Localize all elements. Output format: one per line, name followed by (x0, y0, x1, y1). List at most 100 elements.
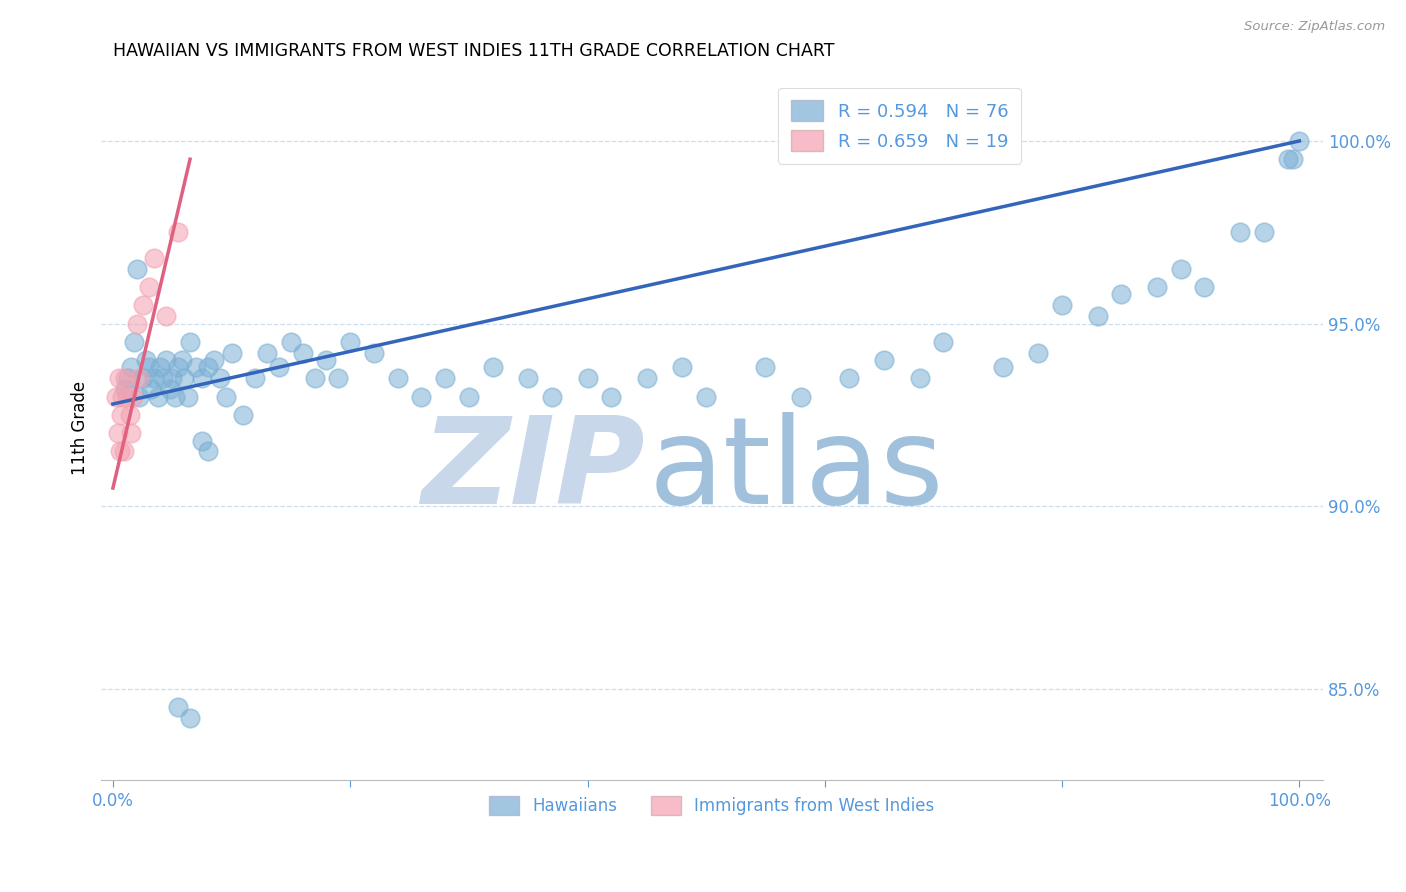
Point (184, 360, 207, 375)
Point (138, 360, 160, 375)
Point (108, 371, 131, 385)
Point (128, 390, 150, 404)
Text: HAWAIIAN VS IMMIGRANTS FROM WEST INDIES 11TH GRADE CORRELATION CHART: HAWAIIAN VS IMMIGRANTS FROM WEST INDIES … (114, 42, 835, 60)
Point (280, 334, 302, 349)
Point (120, 360, 142, 375)
Text: Source: ZipAtlas.com: Source: ZipAtlas.com (1244, 20, 1385, 33)
Point (1229, 225, 1251, 239)
Point (108, 444, 131, 458)
Point (167, 360, 190, 375)
Point (232, 408, 254, 422)
Point (170, 353, 193, 368)
Point (191, 371, 214, 385)
Point (754, 360, 776, 375)
Point (131, 371, 153, 385)
Point (152, 371, 174, 385)
Point (221, 346, 243, 360)
Point (214, 390, 236, 404)
Point (167, 700, 190, 714)
Point (636, 371, 658, 385)
Point (1028, 346, 1050, 360)
Point (105, 390, 128, 404)
Point (541, 390, 564, 404)
Point (197, 444, 219, 458)
Point (457, 390, 479, 404)
Point (339, 334, 361, 349)
Point (908, 371, 931, 385)
Point (155, 310, 177, 324)
Point (387, 371, 409, 385)
Point (1111, 287, 1133, 301)
Point (873, 353, 896, 368)
Point (304, 371, 326, 385)
Point (434, 371, 457, 385)
Point (162, 371, 184, 385)
Point (117, 371, 139, 385)
Point (149, 360, 172, 375)
Point (267, 360, 290, 375)
Point (1050, 298, 1073, 312)
Point (1087, 310, 1109, 324)
Point (159, 383, 181, 397)
Point (1288, 134, 1310, 148)
Point (112, 444, 135, 458)
Point (1277, 153, 1299, 167)
Text: atlas: atlas (648, 411, 945, 529)
Text: ZIP: ZIP (422, 411, 645, 529)
Point (411, 390, 433, 404)
Point (125, 317, 148, 331)
Point (107, 426, 129, 441)
Point (191, 434, 214, 448)
Point (167, 225, 190, 239)
Point (481, 360, 503, 375)
Point (122, 390, 145, 404)
Point (695, 390, 717, 404)
Point (120, 426, 142, 441)
Point (138, 280, 160, 294)
Point (179, 334, 201, 349)
Point (328, 371, 350, 385)
Point (1194, 280, 1216, 294)
Point (197, 360, 219, 375)
Point (155, 353, 177, 368)
Point (517, 371, 540, 385)
Legend: Hawaiians, Immigrants from West Indies: Hawaiians, Immigrants from West Indies (479, 786, 945, 825)
Point (1146, 280, 1168, 294)
Point (131, 298, 153, 312)
Point (838, 371, 860, 385)
Point (128, 371, 150, 385)
Point (122, 334, 145, 349)
Point (208, 371, 231, 385)
Y-axis label: 11th Grade: 11th Grade (72, 381, 89, 475)
Point (111, 390, 134, 404)
Point (139, 383, 162, 397)
Point (291, 346, 314, 360)
Point (576, 371, 599, 385)
Point (114, 383, 136, 397)
Point (146, 390, 169, 404)
Point (118, 408, 141, 422)
Point (173, 371, 195, 385)
Point (179, 711, 201, 725)
Point (315, 353, 337, 368)
Point (143, 371, 166, 385)
Point (1253, 225, 1275, 239)
Point (932, 334, 955, 349)
Point (176, 390, 198, 404)
Point (202, 353, 225, 368)
Point (143, 251, 166, 265)
Point (1170, 261, 1192, 276)
Point (256, 346, 278, 360)
Point (110, 408, 132, 422)
Point (600, 390, 623, 404)
Point (114, 371, 136, 385)
Point (245, 371, 267, 385)
Point (135, 353, 157, 368)
Point (115, 390, 138, 404)
Point (790, 390, 813, 404)
Point (1282, 153, 1305, 167)
Point (163, 390, 186, 404)
Point (671, 360, 693, 375)
Point (125, 261, 148, 276)
Point (363, 346, 385, 360)
